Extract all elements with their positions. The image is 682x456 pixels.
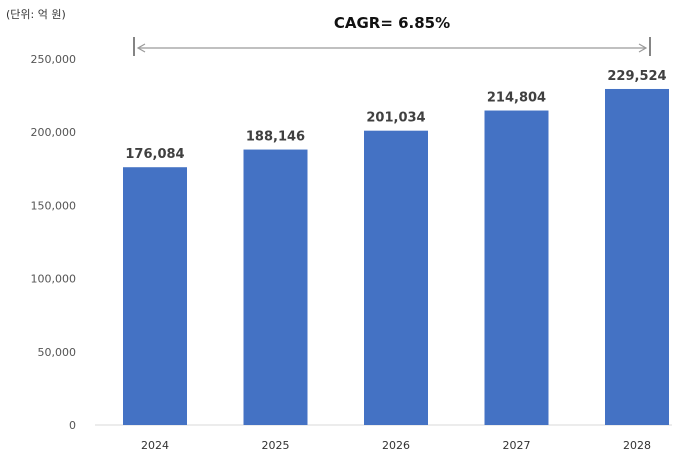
cagr-arrow-right-head [638, 43, 648, 53]
bar-2026 [364, 130, 428, 425]
cagr-annotation: CAGR= 6.85% [334, 14, 450, 32]
cagr-arrow [133, 37, 651, 56]
x-tick-label: 2026 [382, 439, 410, 452]
cagr-arrow-left-head [136, 43, 146, 53]
y-tick-label: 100,000 [31, 273, 77, 286]
y-tick-label: 150,000 [31, 199, 77, 212]
data-label: 214,804 [487, 91, 546, 106]
x-tick-label: 2024 [141, 439, 169, 452]
data-label: 201,034 [366, 111, 425, 126]
x-axis: 2024 2025 2026 2027 2028 [141, 439, 651, 452]
y-tick-label: 200,000 [31, 126, 77, 139]
bar-2028 [605, 88, 669, 425]
y-tick-label: 50,000 [38, 346, 77, 359]
y-axis: 0 50,000 100,000 150,000 200,000 250,000 [31, 53, 77, 432]
y-tick-label: 0 [69, 419, 76, 432]
data-label: 176,084 [125, 147, 184, 162]
bar-2024 [123, 167, 187, 426]
x-tick-label: 2025 [262, 439, 290, 452]
x-tick-label: 2027 [503, 439, 531, 452]
data-label: 229,524 [607, 69, 666, 84]
y-tick-label: 250,000 [31, 53, 77, 66]
data-label: 188,146 [246, 130, 305, 145]
bar-2027 [484, 110, 549, 425]
bars: 176,084 188,146 201,034 214,804 229,524 [123, 69, 669, 426]
unit-label: (단위: 억 원) [6, 8, 66, 21]
bar-2025 [243, 149, 308, 425]
x-tick-label: 2028 [623, 439, 651, 452]
